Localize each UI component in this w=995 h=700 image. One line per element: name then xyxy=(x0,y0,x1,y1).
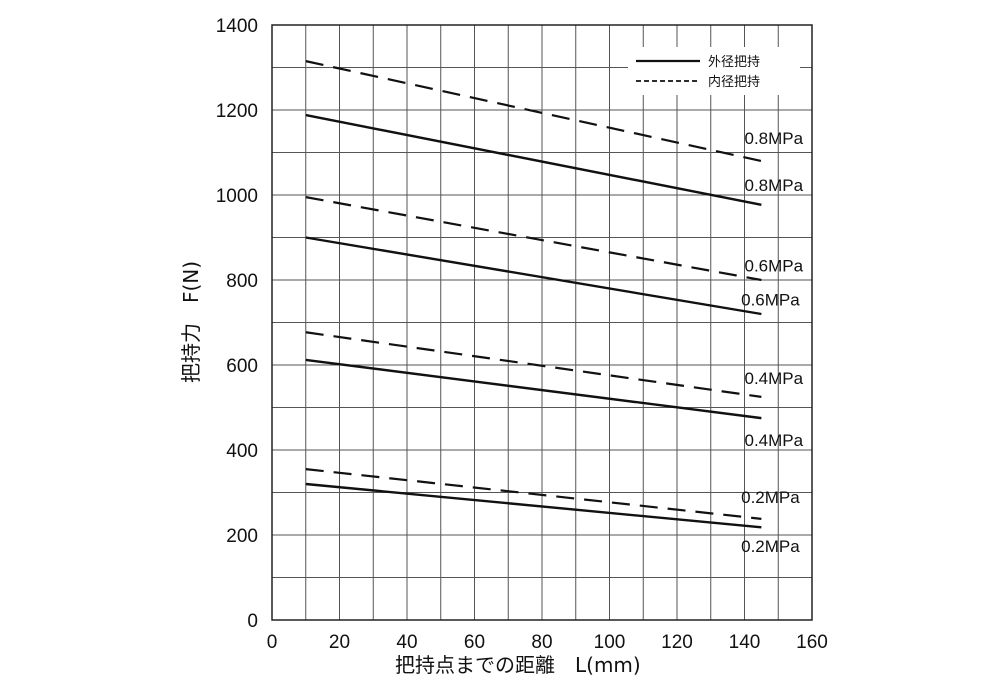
pressure-label: 0.6MPa xyxy=(741,291,800,310)
series-line-outer-0-2MPa xyxy=(305,482,762,529)
series-line-inner-0-6MPa xyxy=(305,196,762,282)
series-line-inner-0-4MPa xyxy=(305,331,762,398)
pressure-label: 0.8MPa xyxy=(745,176,804,195)
y-axis-title: 把持力 F(N) xyxy=(179,261,203,383)
y-tick-label: 1400 xyxy=(216,16,258,37)
x-tick-label: 160 xyxy=(796,632,828,653)
x-tick-label: 120 xyxy=(661,632,693,653)
grid-lines xyxy=(272,25,812,620)
legend: 外径把持 内径把持 xyxy=(628,47,800,95)
y-tick-label: 1200 xyxy=(216,101,258,122)
series-line-outer-0-8MPa xyxy=(305,113,762,206)
pressure-label: 0.4MPa xyxy=(745,431,804,450)
series-line-inner-0-2MPa xyxy=(305,468,762,520)
pressure-label: 0.2MPa xyxy=(741,537,800,556)
pressure-labels: 0.8MPa 0.8MPa 0.6MPa 0.6MPa 0.4MPa 0.4MPa 0.2M… xyxy=(741,129,804,556)
y-tick-label: 600 xyxy=(226,356,258,377)
x-tick-label: 0 xyxy=(267,632,278,653)
x-tick-label: 140 xyxy=(729,632,761,653)
y-tick-label: 0 xyxy=(247,611,258,632)
pressure-label: 0.2MPa xyxy=(741,488,800,507)
legend-label-inner-grip: 内径把持 xyxy=(708,74,760,90)
y-tick-label: 200 xyxy=(226,526,258,547)
x-tick-label: 80 xyxy=(531,632,552,653)
y-tick-label: 800 xyxy=(226,271,258,292)
series-line-inner-0-8MPa xyxy=(305,60,762,163)
x-tick-label: 40 xyxy=(396,632,417,653)
series-line-outer-0-4MPa xyxy=(305,358,762,420)
x-tick-label: 60 xyxy=(464,632,485,653)
x-axis-title: 把持点までの距離 L(mm) xyxy=(395,653,641,677)
x-tick-label: 20 xyxy=(329,632,350,653)
pressure-label: 0.4MPa xyxy=(745,369,804,388)
pressure-label: 0.6MPa xyxy=(745,257,804,276)
x-tick-labels: 0 20 40 60 80 100 120 140 160 xyxy=(267,632,828,653)
legend-box xyxy=(628,47,800,95)
y-tick-label: 1000 xyxy=(216,186,258,207)
series-lines xyxy=(305,60,762,529)
x-tick-label: 100 xyxy=(594,632,626,653)
legend-label-outer-grip: 外径把持 xyxy=(708,55,760,70)
series-line-outer-0-6MPa xyxy=(305,236,762,316)
plot-frame xyxy=(271,24,813,621)
pressure-label: 0.8MPa xyxy=(745,129,804,148)
y-tick-label: 400 xyxy=(226,441,258,462)
y-tick-labels: 0 200 400 600 800 1000 1200 1400 xyxy=(216,16,258,632)
